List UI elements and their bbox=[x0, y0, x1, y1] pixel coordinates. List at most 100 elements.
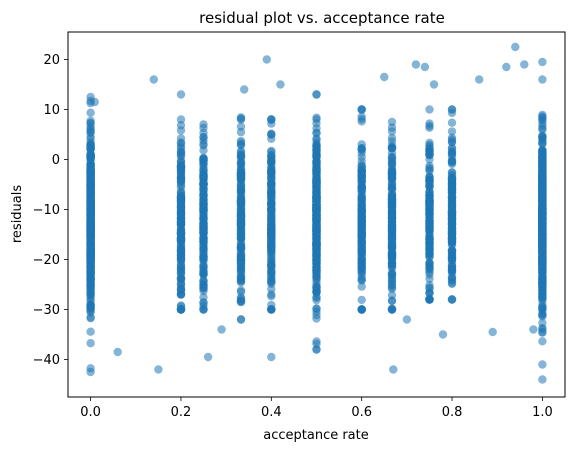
scatter-point bbox=[113, 347, 122, 357]
scatter-point bbox=[425, 252, 434, 262]
scatter-point bbox=[199, 269, 208, 279]
scatter-point bbox=[236, 127, 246, 137]
scatter-point bbox=[267, 267, 276, 276]
scatter-point bbox=[86, 150, 95, 159]
x-tick-label: 0.4 bbox=[261, 405, 282, 420]
scatter-point bbox=[267, 115, 276, 124]
scatter-point bbox=[240, 85, 249, 94]
scatter-point bbox=[538, 253, 547, 262]
scatter-point bbox=[538, 318, 547, 328]
scatter-point bbox=[447, 179, 457, 188]
scatter-point bbox=[176, 256, 186, 265]
scatter-point bbox=[387, 172, 397, 181]
scatter-point bbox=[236, 294, 246, 303]
scatter-point bbox=[387, 123, 397, 132]
scatter-point bbox=[312, 164, 321, 173]
scatter-point bbox=[538, 247, 547, 256]
scatter-point bbox=[262, 55, 271, 64]
scatter-point bbox=[236, 114, 246, 123]
scatter-point bbox=[276, 80, 285, 89]
scatter-point bbox=[538, 360, 547, 369]
scatter-point bbox=[199, 123, 208, 133]
x-axis-ticks: 0.0 0.2 0.4 0.6 0.8 1.0 bbox=[80, 397, 553, 420]
scatter-point bbox=[86, 245, 95, 255]
scatter-point bbox=[176, 165, 186, 175]
scatter-point bbox=[447, 118, 457, 127]
scatter-point bbox=[86, 108, 95, 117]
scatter-point bbox=[267, 205, 276, 214]
scatter-point bbox=[267, 188, 276, 198]
scatter-point bbox=[538, 233, 547, 242]
scatter-point bbox=[425, 221, 434, 230]
scatter-point bbox=[538, 260, 547, 269]
scatter-point bbox=[447, 218, 457, 228]
scatter-point bbox=[312, 214, 321, 224]
scatter-point bbox=[236, 169, 246, 178]
scatter-point bbox=[312, 90, 321, 99]
scatter-point bbox=[199, 178, 208, 188]
scatter-point bbox=[203, 352, 213, 362]
scatter-point bbox=[267, 130, 276, 139]
scatter-point bbox=[86, 292, 95, 301]
scatter-point bbox=[447, 237, 457, 246]
scatter-point bbox=[447, 295, 457, 304]
points-layer bbox=[86, 42, 547, 384]
scatter-point bbox=[149, 75, 158, 84]
scatter-point bbox=[236, 186, 246, 195]
y-tick-label: −30 bbox=[33, 303, 60, 318]
scatter-point bbox=[357, 105, 366, 114]
scatter-point bbox=[538, 286, 547, 295]
scatter-point bbox=[267, 247, 276, 257]
scatter-point bbox=[199, 209, 208, 218]
y-tick-label: 10 bbox=[43, 103, 60, 118]
scatter-point bbox=[312, 115, 321, 124]
scatter-point bbox=[447, 278, 457, 288]
scatter-point bbox=[199, 260, 208, 269]
scatter-point bbox=[438, 330, 448, 339]
scatter-point bbox=[176, 267, 186, 277]
scatter-point bbox=[447, 247, 457, 256]
scatter-point bbox=[236, 209, 246, 218]
scatter-point bbox=[538, 75, 547, 84]
scatter-point bbox=[312, 252, 321, 261]
scatter-point bbox=[236, 151, 246, 161]
scatter-point bbox=[236, 243, 246, 252]
scatter-point bbox=[312, 181, 321, 190]
scatter-point bbox=[86, 214, 95, 224]
scatter-point bbox=[312, 234, 321, 244]
scatter-point bbox=[538, 159, 547, 168]
scatter-point bbox=[267, 352, 276, 362]
scatter-point bbox=[538, 337, 547, 346]
scatter-point bbox=[199, 172, 208, 181]
scatter-point bbox=[538, 133, 547, 142]
scatter-point bbox=[538, 195, 547, 204]
scatter-point bbox=[425, 236, 434, 245]
scatter-point bbox=[176, 177, 186, 186]
scatter-point bbox=[236, 251, 246, 261]
x-tick-label: 0.2 bbox=[171, 405, 192, 420]
scatter-point bbox=[357, 117, 366, 126]
scatter-point bbox=[447, 156, 457, 165]
scatter-point bbox=[357, 305, 366, 314]
x-tick-label: 0.0 bbox=[80, 405, 101, 420]
scatter-point bbox=[447, 168, 457, 177]
scatter-point bbox=[389, 365, 398, 374]
scatter-point bbox=[86, 223, 95, 232]
scatter-point bbox=[357, 196, 366, 206]
scatter-point bbox=[176, 213, 186, 223]
scatter-point bbox=[312, 285, 321, 294]
scatter-point bbox=[86, 208, 95, 217]
scatter-point bbox=[86, 197, 95, 206]
scatter-point bbox=[86, 267, 95, 276]
scatter-point bbox=[387, 305, 397, 314]
scatter-point bbox=[86, 339, 95, 348]
y-tick-label: −40 bbox=[33, 353, 60, 368]
y-axis-ticks: −40 −30 −20 −10 0 10 20 bbox=[33, 53, 68, 368]
scatter-point bbox=[86, 327, 95, 336]
scatter-point bbox=[267, 156, 276, 165]
scatter-point bbox=[199, 156, 208, 165]
y-axis-label: residuals bbox=[10, 185, 25, 244]
scatter-point bbox=[236, 140, 246, 149]
scatter-point bbox=[447, 204, 457, 213]
scatter-point bbox=[538, 271, 547, 280]
